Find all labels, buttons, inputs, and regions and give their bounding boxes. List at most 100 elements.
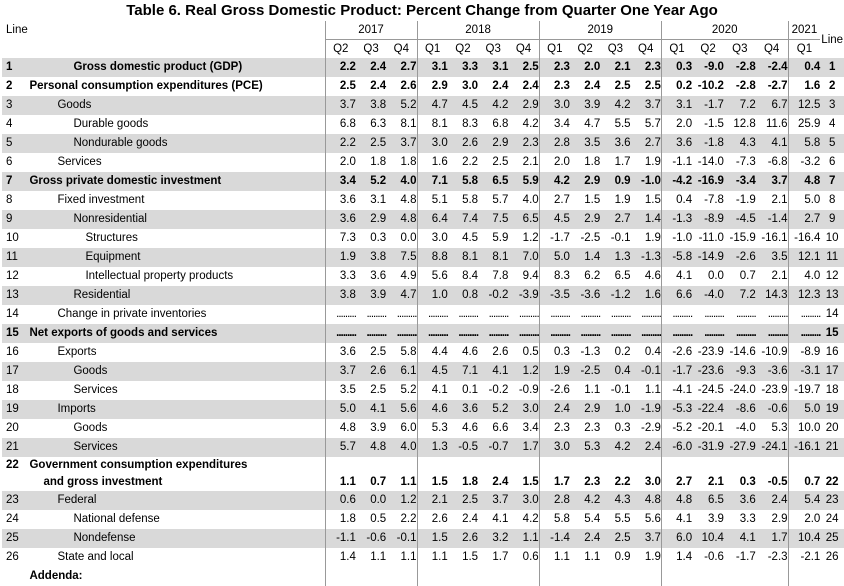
value-cell: -3.2: [787, 153, 821, 172]
line-number: 23: [2, 491, 30, 510]
value-cell: 4.0: [787, 267, 821, 286]
value-cell: [386, 457, 417, 474]
value-cell: -3.5: [538, 286, 570, 305]
value-cell: 2.4: [584, 80, 601, 92]
line-number: 18: [6, 384, 19, 396]
value-cell: 2.4: [492, 80, 509, 92]
value-cell: .........: [767, 308, 789, 320]
value-cell: 5.6: [386, 400, 417, 419]
value-cell: 6.5: [478, 172, 509, 191]
value-cell: 1.0: [416, 286, 448, 305]
value-cell: 5.8: [447, 172, 479, 191]
value-cell: -1.9: [735, 194, 756, 206]
value-cell: 0.7: [370, 476, 387, 488]
line-number-right: 10: [825, 232, 839, 244]
value-cell: .........: [787, 305, 821, 324]
value-cell: -14.6: [729, 346, 756, 358]
value-cell: 2.5: [492, 156, 509, 168]
value-cell: [692, 457, 724, 474]
value-cell: 2.0: [324, 153, 356, 172]
value-cell: 3.0: [538, 438, 570, 457]
table-row: 6 Services 2.0 1.8 1.8 1.6 2.2 2.5 2.1 2.0 1.8 1.7 1…: [2, 153, 844, 172]
line-number: 16: [6, 346, 19, 358]
value-cell: -2.3: [767, 551, 788, 563]
value-cell: .........: [324, 324, 357, 343]
row-label: Durable goods: [73, 118, 149, 130]
value-cell: [478, 567, 508, 586]
line-number: [2, 474, 29, 491]
value-cell: 1.5: [462, 551, 479, 563]
value-cell: 7.1: [416, 172, 448, 191]
value-cell: 2.7: [660, 474, 693, 491]
value-cell: -1.7: [538, 229, 570, 248]
value-cell: .........: [630, 324, 662, 343]
line-number-right: [820, 567, 844, 586]
value-cell: 2.6: [447, 134, 479, 153]
value-cell: [538, 457, 570, 474]
value-cell: 4.2: [600, 438, 631, 457]
line-number-right: 23: [820, 491, 844, 510]
value-cell: 3.8: [324, 286, 356, 305]
quarter-header: Q4: [515, 43, 532, 55]
gdp-table: Line 2017 2018 2019 2020 2021 Line Q2 Q3 Q4 Q1 Q2…: [2, 21, 844, 586]
value-cell: 1.1: [644, 384, 661, 396]
value-cell: 2.1: [600, 58, 631, 77]
value-cell: 1.9: [324, 248, 356, 267]
value-cell: 1.8: [462, 476, 479, 488]
row-label: Goods: [29, 362, 326, 381]
value-cell: [356, 567, 386, 586]
value-cell: 5.6: [416, 267, 448, 286]
value-cell: 5.0: [787, 191, 821, 210]
value-cell: -2.5: [569, 362, 601, 381]
row-label: and gross investment: [43, 476, 163, 488]
value-cell: 3.1: [416, 58, 448, 77]
value-cell: 6.3: [370, 118, 387, 130]
line-number-right: 16: [825, 346, 839, 358]
table-row: and gross investment 1.1 0.7 1.1 1.5 1.8 2.4 1.…: [2, 474, 844, 491]
value-cell: 3.0: [508, 400, 540, 419]
row-label: Imports: [29, 400, 326, 419]
value-cell: -1.0: [660, 229, 693, 248]
value-cell: [570, 567, 600, 586]
quarter-header: Q1: [660, 39, 693, 58]
value-cell: .........: [488, 308, 510, 320]
value-cell: 4.0: [522, 194, 539, 206]
line-number: 15: [2, 324, 30, 343]
table-row: 10 Structures 7.3 0.3 0.0 3.0 4.5 5.9 1.2 -1.7 -2.…: [2, 229, 844, 248]
value-cell: -0.1: [610, 384, 631, 396]
line-header-left: Line: [6, 24, 28, 36]
value-cell: 3.5: [324, 381, 356, 400]
line-number-right: 2: [828, 80, 836, 92]
value-cell: 2.1: [771, 194, 788, 206]
value-cell: [600, 567, 630, 586]
row-label: Nonresidential: [29, 210, 326, 229]
value-cell: 0.0: [707, 270, 724, 282]
value-cell: 2.1: [416, 491, 448, 510]
line-number-right: 22: [825, 476, 839, 488]
value-cell: 4.5: [447, 96, 479, 115]
value-cell: 1.5: [644, 194, 661, 206]
value-cell: 2.5: [324, 77, 356, 96]
value-cell: .........: [458, 308, 479, 320]
value-cell: 2.3: [584, 422, 601, 434]
line-number-right: 15: [820, 324, 844, 343]
value-cell: 7.2: [723, 96, 756, 115]
value-cell: 2.9: [569, 400, 601, 419]
value-cell: -3.9: [508, 286, 540, 305]
value-cell: 2.9: [355, 210, 387, 229]
row-label: State and local: [57, 551, 134, 563]
value-cell: [631, 457, 662, 474]
value-cell: 3.7: [478, 491, 509, 510]
value-cell: [756, 457, 788, 474]
value-cell: -16.4: [787, 229, 821, 248]
value-cell: 2.7: [386, 58, 417, 77]
value-cell: 4.1: [660, 510, 693, 529]
value-cell: -8.6: [723, 400, 756, 419]
value-cell: .........: [704, 308, 725, 320]
value-cell: -1.1: [660, 153, 693, 172]
value-cell: 4.2: [522, 513, 539, 525]
value-cell: 1.2: [508, 362, 540, 381]
value-cell: -1.8: [692, 134, 724, 153]
year-header: 2021: [787, 21, 821, 40]
value-cell: 3.6: [600, 134, 631, 153]
